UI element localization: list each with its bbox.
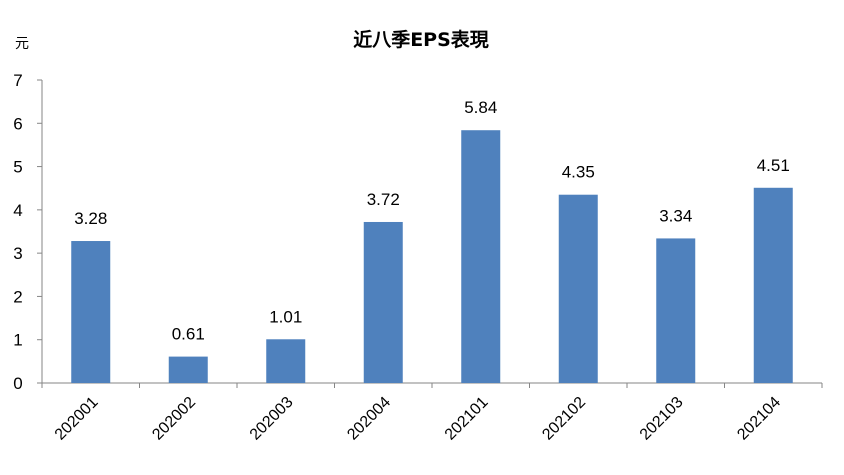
bar-202004 bbox=[363, 221, 403, 383]
data-label-202103: 3.34 bbox=[659, 206, 692, 225]
bar-202103 bbox=[656, 238, 696, 383]
x-tick-label-202003: 202003 bbox=[247, 394, 297, 444]
y-tick-label: 1 bbox=[13, 331, 22, 350]
data-label-202104: 4.51 bbox=[757, 156, 790, 175]
x-tick-label-202101: 202101 bbox=[442, 394, 492, 444]
y-axis-unit-label: 元 bbox=[15, 36, 29, 52]
data-label-202004: 3.72 bbox=[367, 190, 400, 209]
data-label-202101: 5.84 bbox=[464, 98, 497, 117]
bar-202003 bbox=[266, 339, 306, 383]
y-tick-label: 2 bbox=[13, 287, 22, 306]
chart-title: 近八季EPS表現 bbox=[353, 28, 489, 51]
bar-series bbox=[71, 130, 793, 383]
chart-axes bbox=[37, 79, 823, 388]
y-tick-labels: 0 1 2 3 4 5 6 7 bbox=[13, 71, 22, 393]
data-label-202102: 4.35 bbox=[562, 163, 595, 182]
data-label-202003: 1.01 bbox=[269, 307, 302, 326]
x-tick-label-202001: 202001 bbox=[52, 394, 102, 444]
x-tick-label-202103: 202103 bbox=[637, 394, 687, 444]
data-label-202002: 0.61 bbox=[172, 325, 205, 344]
bar-202002 bbox=[168, 356, 208, 383]
x-tick-label-202004: 202004 bbox=[344, 394, 394, 444]
bar-202101 bbox=[461, 130, 501, 383]
y-tick-label: 5 bbox=[13, 158, 22, 177]
bar-202001 bbox=[71, 241, 111, 383]
x-tick-label-202002: 202002 bbox=[149, 394, 199, 444]
y-tick-label: 7 bbox=[13, 71, 22, 90]
y-tick-label: 6 bbox=[13, 114, 22, 133]
y-tick-label: 0 bbox=[13, 374, 22, 393]
data-labels: 3.28 0.61 1.01 3.72 5.84 4.35 3.34 4.51 bbox=[74, 98, 790, 343]
bar-202102 bbox=[558, 194, 598, 383]
y-tick-label: 3 bbox=[13, 244, 22, 263]
data-label-202001: 3.28 bbox=[74, 209, 107, 228]
x-tick-label-202104: 202104 bbox=[734, 394, 784, 444]
bar-202104 bbox=[753, 187, 793, 383]
y-tick-label: 4 bbox=[13, 201, 22, 220]
x-tick-labels: 202001 202002 202003 202004 202101 202102 2021… bbox=[52, 394, 784, 444]
x-tick-label-202102: 202102 bbox=[539, 394, 589, 444]
